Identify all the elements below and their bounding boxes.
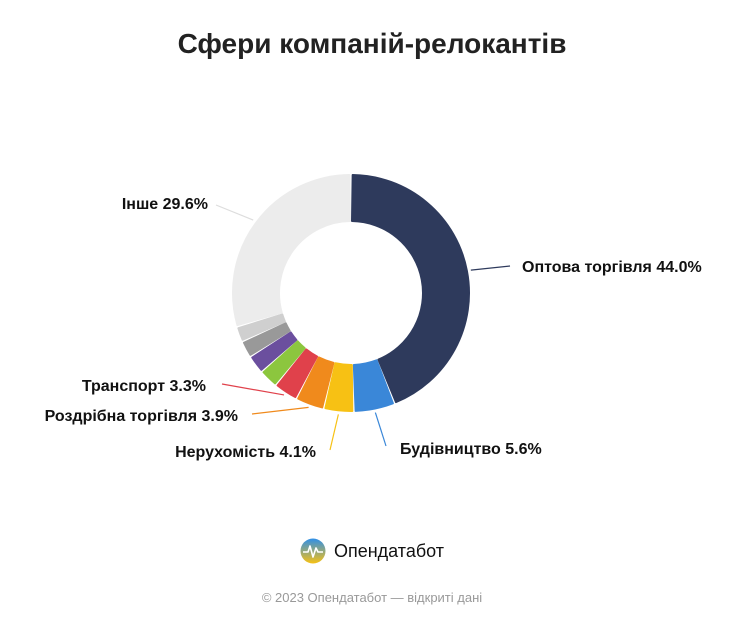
- slice-label: Будівництво 5.6%: [400, 441, 542, 458]
- slice-label: Оптова торгівля 44.0%: [522, 259, 702, 276]
- leader-line: [215, 204, 254, 221]
- donut-slice: [352, 359, 394, 412]
- leader-line: [470, 265, 511, 271]
- footer-text: © 2023 Опендатабот — відкриті дані: [261, 590, 483, 605]
- donut-slice: [232, 174, 351, 327]
- donut-slice: [262, 340, 306, 385]
- brand: Опендатабот: [0, 538, 744, 564]
- slice-label: Транспорт 3.3%: [82, 378, 206, 395]
- donut-slice: [276, 348, 319, 399]
- opendatabot-logo-icon: [300, 538, 326, 564]
- leader-line: [374, 412, 387, 447]
- leader-line: [221, 383, 285, 396]
- brand-name: Опендатабот: [333, 540, 445, 561]
- slice-label: Роздрібна торгівля 3.9%: [45, 408, 238, 425]
- donut-slice: [324, 362, 354, 412]
- slice-label: Інше 29.6%: [122, 196, 208, 213]
- donut-slice: [251, 331, 298, 371]
- donut-slice: [242, 322, 291, 356]
- leader-line: [329, 414, 339, 451]
- leader-line: [251, 406, 309, 415]
- chart-title: Сфери компаній-релокантів: [177, 28, 567, 59]
- donut-slice: [297, 356, 335, 409]
- slice-label: Нерухомість 4.1%: [175, 444, 316, 461]
- donut-slice: [351, 174, 470, 404]
- donut-slice: [237, 313, 286, 341]
